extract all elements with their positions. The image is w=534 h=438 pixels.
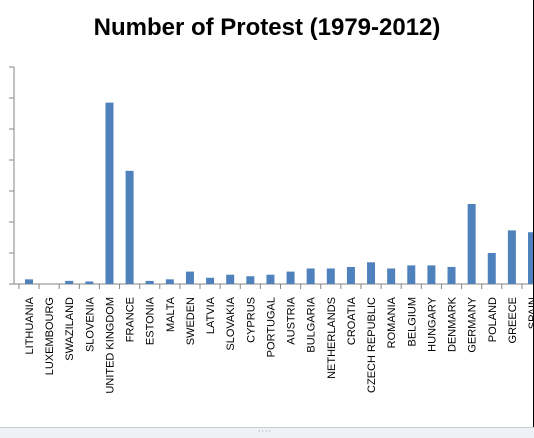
bar-belgium	[407, 265, 416, 284]
bar-cyprus	[246, 276, 255, 284]
bar-greece	[507, 230, 516, 284]
x-tick-label: FRANCE	[125, 297, 137, 342]
bar-poland	[487, 253, 496, 284]
x-tick-label: GREECE	[507, 297, 519, 343]
bar-sweden	[185, 271, 194, 284]
x-tick-label: LUXEMBOURG	[44, 297, 56, 375]
x-tick-label: PORTUGAL	[265, 297, 277, 357]
x-tick-label: NETHERLANDS	[326, 297, 338, 379]
bar-united-kingdom	[105, 102, 114, 285]
x-tick-label: SLOVAKIA	[225, 296, 237, 350]
x-tick-label: BULGARIA	[306, 296, 318, 352]
resize-grip-icon[interactable]: ····	[258, 427, 273, 436]
bar-denmark	[447, 266, 456, 284]
bar-netherlands	[326, 268, 335, 284]
bar-france	[125, 170, 134, 284]
x-tick-label: GERMANY	[467, 296, 479, 352]
x-tick-label: BELGIUM	[406, 297, 418, 347]
bar-czech-republic	[367, 262, 376, 284]
x-tick-label: UNITED KINGDOM	[104, 297, 116, 394]
x-tick-label: LATVIA	[205, 296, 217, 334]
chart-title: Number of Protest (1979-2012)	[93, 14, 441, 41]
x-tick-label: SLOVENIA	[84, 296, 96, 352]
x-tick-label: LITHUANIA	[24, 296, 36, 354]
bar-malta	[165, 279, 174, 284]
bar-swaziland	[65, 280, 74, 284]
window-bottom-bar: ····	[0, 427, 534, 438]
bar-portugal	[266, 274, 275, 284]
bar-slovakia	[226, 274, 235, 284]
x-tick-label: CROATIA	[346, 296, 358, 345]
bar-slovenia	[85, 281, 94, 284]
x-tick-label: POLAND	[487, 297, 499, 342]
x-tick-label: ROMANIA	[386, 296, 398, 348]
x-tick-label: ESTONIA	[145, 296, 157, 345]
bar-spain	[528, 232, 534, 284]
bar-hungary	[427, 265, 436, 284]
x-tick-label: CYPRUS	[245, 297, 257, 343]
bar-croatia	[346, 266, 355, 284]
bar-latvia	[206, 277, 215, 284]
bar-romania	[387, 268, 396, 284]
bar-germany	[467, 204, 476, 284]
bar-lithuania	[25, 279, 33, 284]
bar-austria	[286, 271, 295, 284]
x-tick-label: CZECH REPUBLIC	[366, 297, 378, 393]
x-tick-label: SPAIN	[527, 297, 534, 329]
x-tick-label: AUSTRIA	[286, 296, 298, 344]
x-tick-label: MALTA	[165, 296, 177, 332]
x-tick-label: DENMARK	[447, 296, 459, 352]
x-tick-label: SWEDEN	[185, 297, 197, 345]
bar-bulgaria	[306, 268, 315, 284]
bar-estonia	[145, 280, 154, 284]
x-tick-label: HUNGARY	[426, 296, 438, 351]
x-tick-label: SWAZILAND	[64, 297, 76, 361]
